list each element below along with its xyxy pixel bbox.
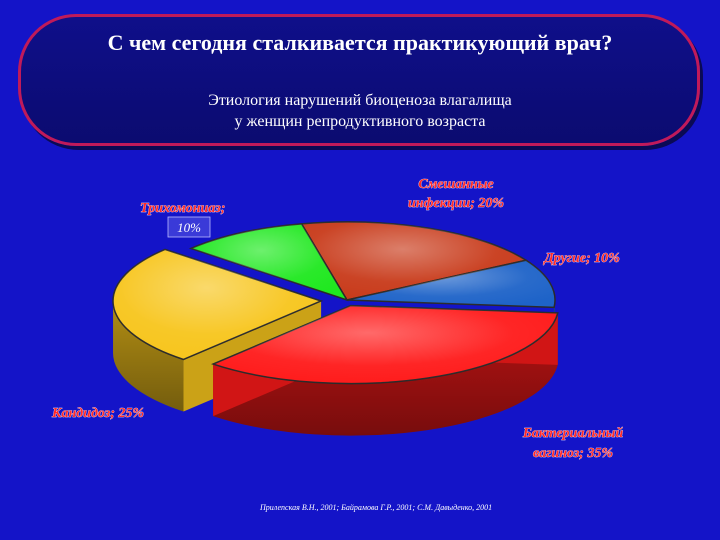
- label-mixed-line2: инфекции; 20%: [408, 196, 504, 211]
- page-title: С чем сегодня сталкивается практикующий …: [107, 30, 613, 55]
- label-candidiasis: Кандидоз; 25%: [51, 406, 144, 421]
- label-other: Другие; 10%: [542, 251, 620, 266]
- slice-bv-shine: [213, 305, 558, 384]
- page-subtitle: Этиология нарушений биоценоза влагалища …: [0, 90, 720, 132]
- slice-other-shine: [347, 260, 555, 308]
- label-bv-line1: Бактериальный: [522, 426, 624, 441]
- label-trichomoniasis-box: [167, 216, 211, 238]
- label-trichomoniasis: Трихомониаз;: [140, 201, 225, 216]
- slice-mixed-shine: [301, 222, 527, 300]
- slice-candidiasis-side-shade: [113, 300, 184, 412]
- label-bv-line2: вагиноз; 35%: [533, 446, 613, 461]
- slice-candidiasis-shine: [113, 249, 322, 360]
- subtitle-line-2: у женщин репродуктивного возраста: [234, 113, 486, 130]
- label-mixed-line1: Смешанные: [418, 177, 493, 192]
- subtitle-line-1: Этиология нарушений биоценоза влагалища: [208, 92, 512, 109]
- source-citation: Прилепская В.Н., 2001; Байрамова Г.Р., 2…: [260, 503, 493, 512]
- label-trichomoniasis-pct: 10%: [177, 220, 201, 235]
- slice-bv-side-shade: [213, 312, 558, 436]
- slice-trichomoniasis-shine: [190, 223, 347, 300]
- header-box: [18, 14, 700, 146]
- pie-slices: [112, 221, 559, 436]
